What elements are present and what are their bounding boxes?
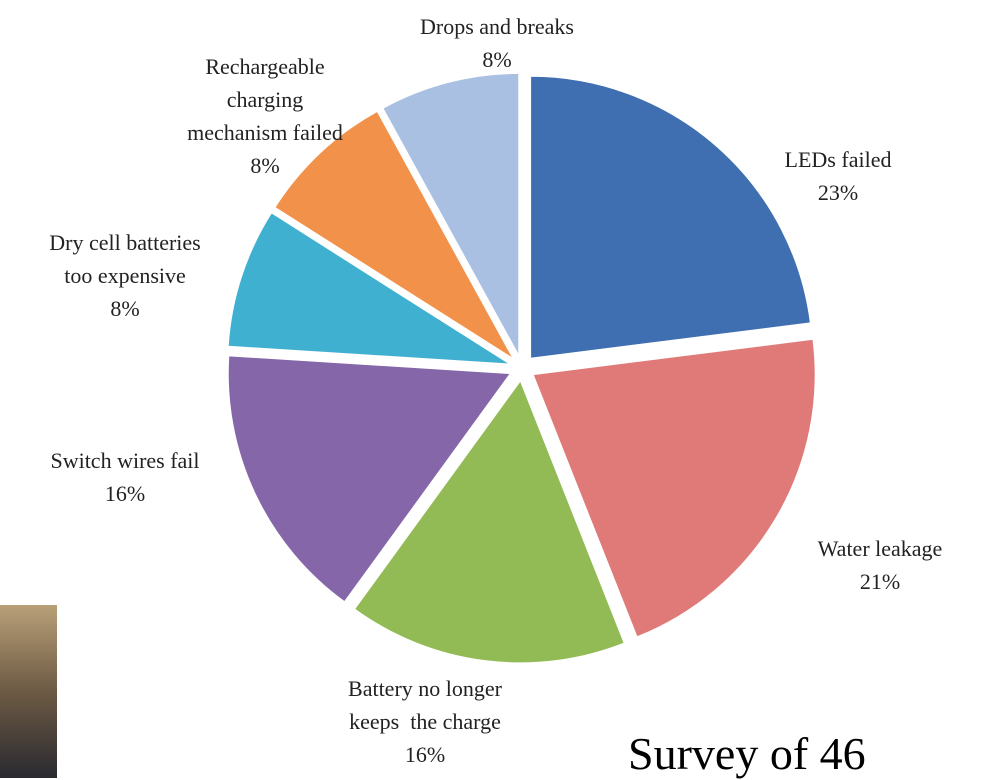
pie-slice (227, 212, 510, 365)
pie-slice (353, 379, 625, 664)
category-label: Drops and breaks (420, 14, 574, 39)
value-label: 23% (817, 180, 859, 205)
value-label: 16% (404, 742, 446, 767)
slice-label: Rechargeable charging mechanism failed 8% (187, 50, 343, 182)
value-label: 21% (859, 569, 901, 594)
pie-slice (382, 72, 520, 356)
slice-label: Dry cell batteries too expensive 8% (49, 226, 201, 325)
category-label: Dry cell batteries too expensive (49, 230, 201, 288)
category-label: LEDs failed (784, 147, 892, 172)
slice-label: Water leakage 21% (818, 532, 943, 598)
pie-slice (274, 110, 514, 359)
slice-label: Battery no longer keeps the charge 16% (348, 672, 502, 771)
photo (0, 605, 57, 778)
slice-label: Drops and breaks 8% (420, 10, 574, 76)
pie-slice (530, 75, 811, 359)
value-label: 8% (110, 296, 140, 321)
pie-slice (532, 338, 816, 638)
category-label: Water leakage (817, 536, 943, 561)
value-label: 8% (482, 47, 512, 72)
category-label: Rechargeable charging mechanism failed (187, 54, 343, 145)
category-label: Switch wires fail (50, 448, 200, 473)
annotation: Survey of 46 (628, 728, 866, 779)
slice-label: LEDs failed 23% (785, 143, 892, 209)
slice-label: Switch wires fail 16% (50, 444, 199, 510)
category-label: Battery no longer keeps the charge (348, 676, 502, 734)
value-label: 16% (104, 481, 146, 506)
pie-slice (227, 355, 512, 603)
value-label: 8% (250, 153, 280, 178)
